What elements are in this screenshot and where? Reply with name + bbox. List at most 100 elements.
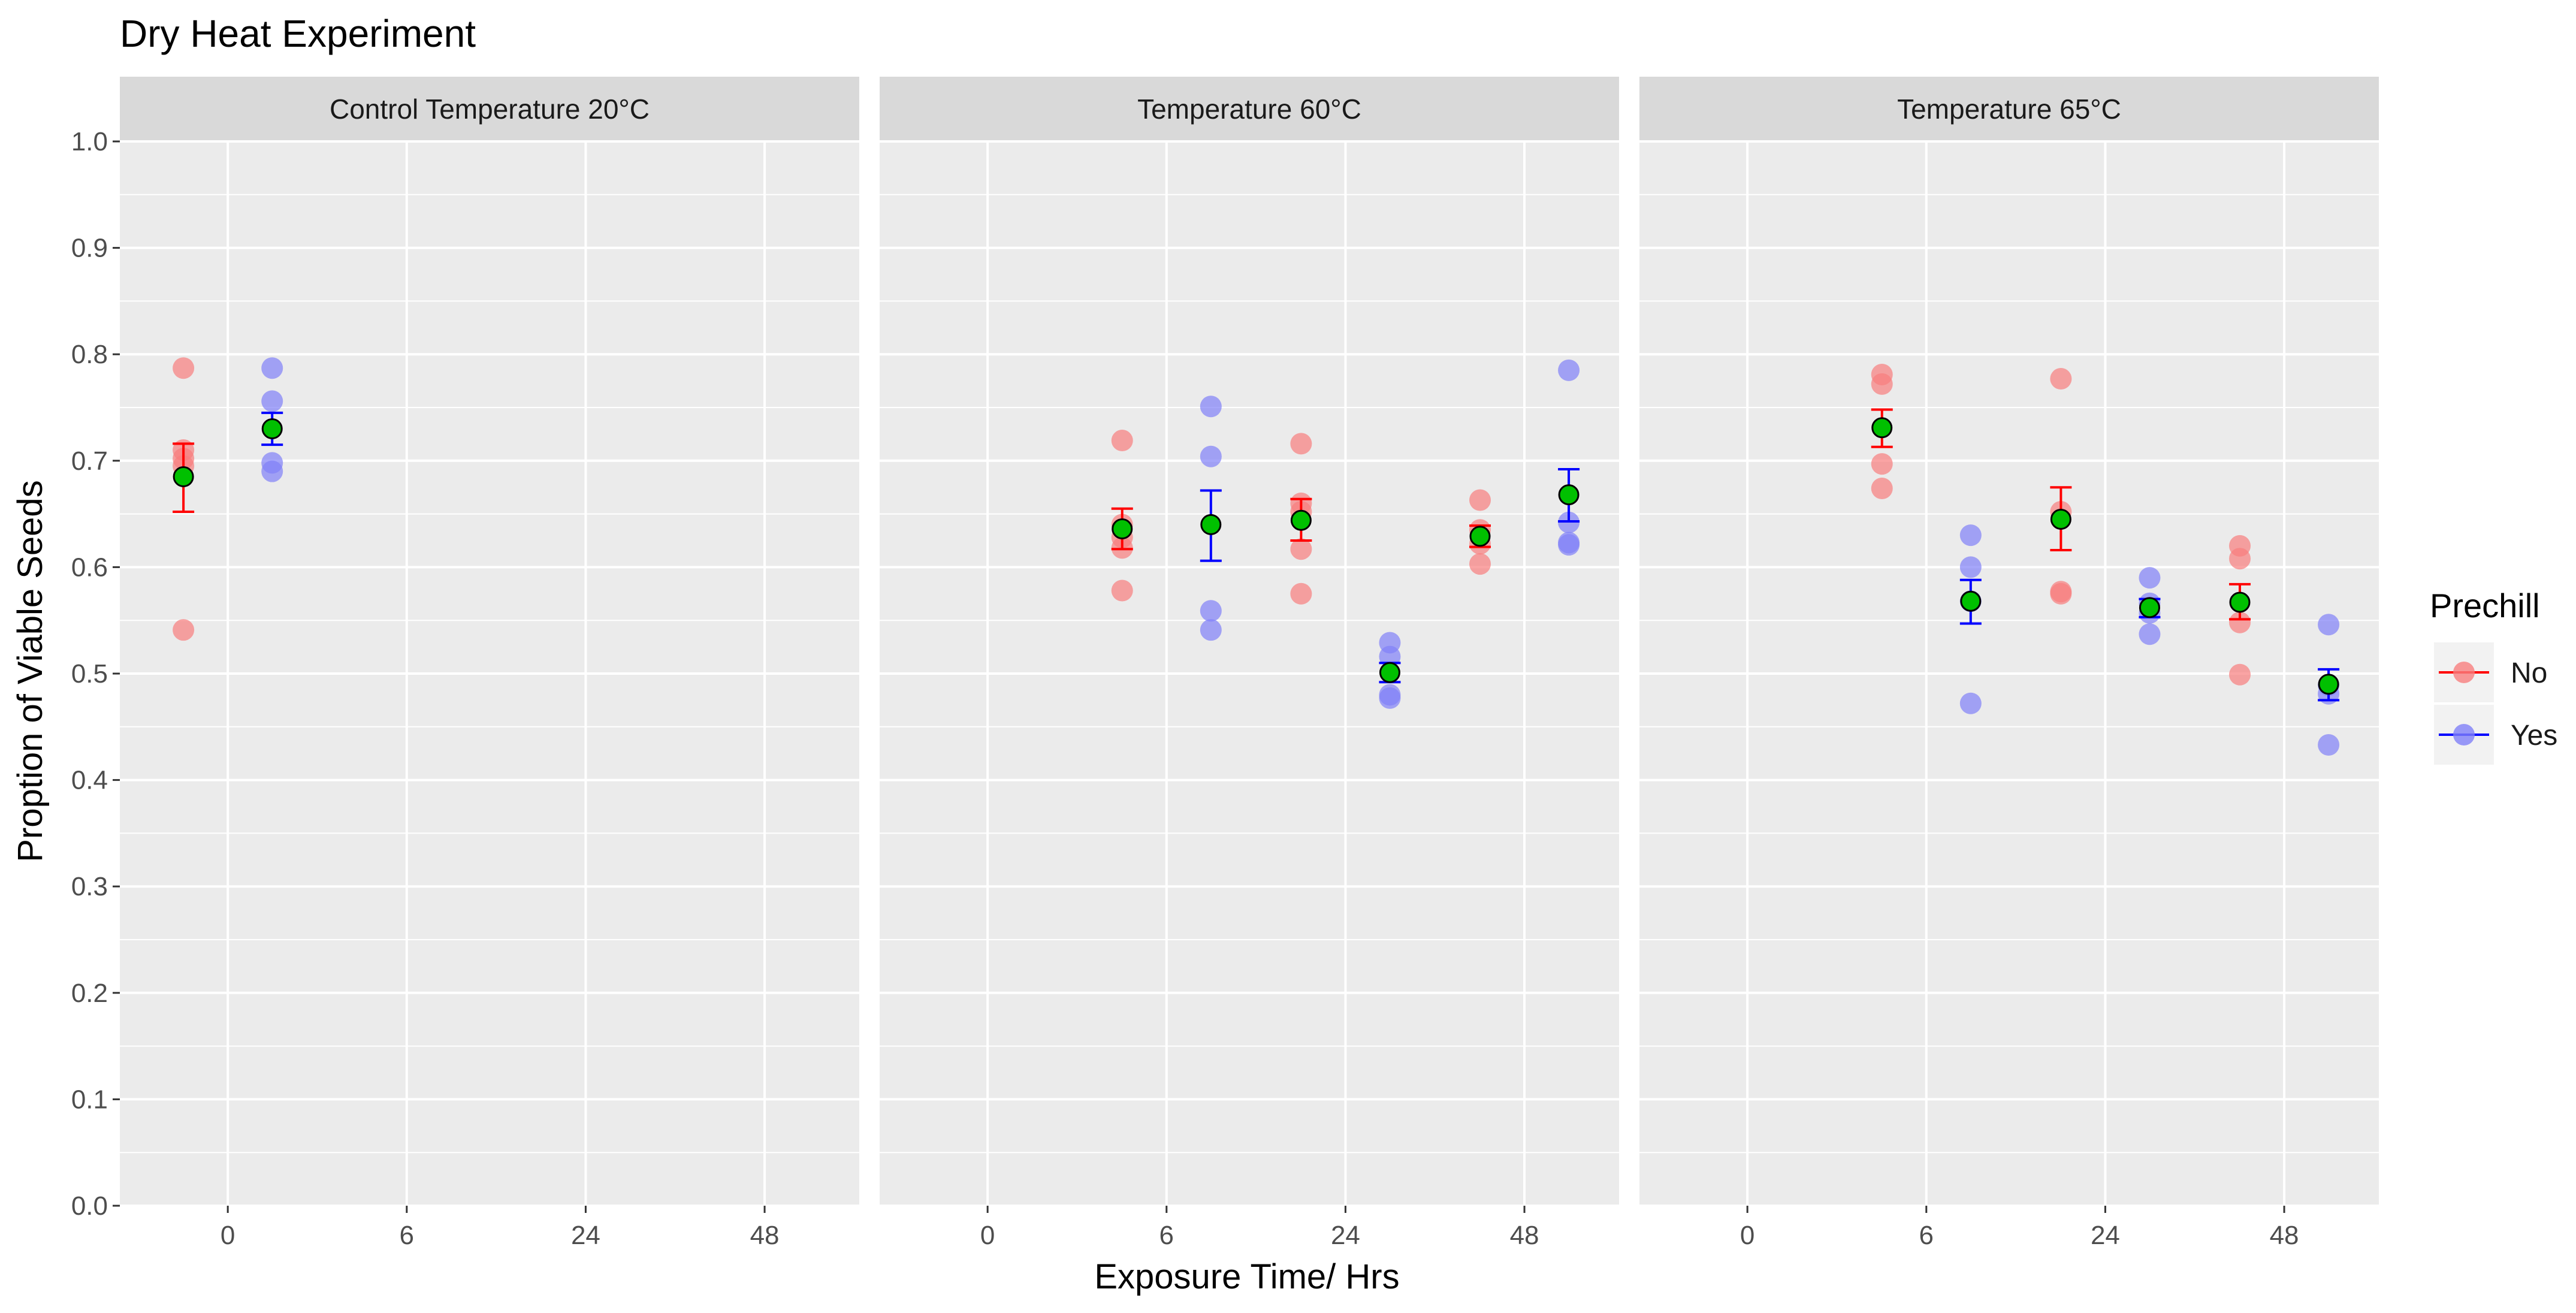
facet-strip-label: Temperature 65°C <box>1897 93 2121 125</box>
mean-point <box>1290 509 1312 531</box>
data-group-yes <box>2139 567 2161 645</box>
data-point <box>173 619 195 641</box>
legend-title: Prechill <box>2430 587 2540 624</box>
data-point <box>1959 524 1982 547</box>
data-group-yes <box>1200 396 1222 641</box>
data-point <box>2229 611 2251 633</box>
data-group-yes <box>1558 359 1580 556</box>
legend: Prechill No Yes <box>2430 587 2557 765</box>
data-point <box>2318 734 2340 756</box>
legend-key-point <box>2453 724 2475 745</box>
data-group-yes <box>261 357 283 482</box>
data-point <box>261 460 283 482</box>
x-tick-label: 6 <box>1159 1221 1174 1250</box>
data-point <box>2229 663 2251 686</box>
data-point <box>1200 445 1222 467</box>
data-point <box>1200 619 1222 641</box>
data-point <box>1871 373 1893 395</box>
legend-item-yes: Yes <box>2434 705 2557 765</box>
y-tick-label: 0.0 <box>71 1191 108 1221</box>
x-tick-label: 24 <box>1331 1221 1360 1250</box>
x-tick-label: 6 <box>1919 1221 1934 1250</box>
facet-panel: Control Temperature 20°C 0 6 24 48 <box>120 77 859 1250</box>
data-point <box>1111 579 1133 602</box>
y-tick-label: 0.5 <box>71 659 108 689</box>
data-point <box>173 357 195 379</box>
data-point <box>261 357 283 379</box>
data-point <box>2139 623 2161 645</box>
data-point <box>1959 556 1982 578</box>
data-group-yes <box>1959 524 1982 714</box>
data-group-yes <box>2318 614 2340 756</box>
x-tick-label: 0 <box>980 1221 995 1250</box>
data-point <box>1379 687 1401 709</box>
y-tick-label: 1.0 <box>71 127 108 156</box>
legend-label: Yes <box>2511 720 2557 751</box>
mean-point <box>1960 590 1982 612</box>
data-point <box>2318 614 2340 636</box>
data-point <box>1558 359 1580 381</box>
data-point <box>1111 430 1133 452</box>
y-tick-label: 0.3 <box>71 872 108 901</box>
data-point <box>1200 600 1222 622</box>
x-tick-label: 6 <box>400 1221 414 1250</box>
y-tick-label: 0.1 <box>71 1085 108 1114</box>
data-point <box>2050 582 2072 605</box>
data-group-no <box>2229 535 2251 686</box>
mean-point <box>1112 518 1133 539</box>
mean-point <box>2050 508 2071 530</box>
data-point <box>1871 477 1893 499</box>
mean-point <box>1379 662 1400 683</box>
data-group-no <box>1871 363 1893 499</box>
y-axis: 0.0 0.1 0.2 0.3 0.4 0.5 0.6 0.7 0.8 0.9 1.0 <box>71 127 120 1221</box>
facet-panel: Temperature 60°C 0 6 24 48 <box>880 77 1619 1250</box>
mean-point <box>261 418 283 440</box>
mean-point <box>1469 526 1491 547</box>
data-point <box>1290 433 1312 455</box>
x-tick-label: 0 <box>221 1221 235 1250</box>
legend-item-no: No <box>2434 642 2547 702</box>
data-point <box>261 390 283 412</box>
mean-point <box>2229 591 2251 613</box>
facet-strip-label: Control Temperature 20°C <box>330 93 650 125</box>
x-tick-label: 48 <box>2270 1221 2299 1250</box>
y-tick-label: 0.9 <box>71 234 108 263</box>
mean-point <box>1871 417 1893 439</box>
data-group-no <box>1469 489 1491 575</box>
mean-point <box>1200 514 1222 535</box>
chart-title: Dry Heat Experiment <box>120 12 476 55</box>
data-point <box>1290 582 1312 605</box>
data-point <box>1469 553 1491 575</box>
data-point <box>1469 489 1491 511</box>
x-axis-title: Exposure Time/ Hrs <box>1094 1257 1399 1296</box>
data-point <box>1200 396 1222 418</box>
x-tick-label: 24 <box>571 1221 600 1250</box>
y-tick-label: 0.7 <box>71 446 108 476</box>
mean-point <box>173 466 194 487</box>
mean-point <box>1558 484 1580 506</box>
data-point <box>2050 368 2072 390</box>
y-axis-title: Proption of Viable Seeds <box>11 480 50 862</box>
data-point <box>2139 567 2161 589</box>
y-tick-label: 0.4 <box>71 766 108 795</box>
mean-point <box>2139 597 2160 618</box>
facet-strip-label: Temperature 60°C <box>1137 93 1361 125</box>
data-point <box>1959 692 1982 714</box>
data-group-no <box>1290 433 1312 605</box>
facet-strip <box>1639 77 2379 141</box>
facet-panel: Temperature 65°C 0 6 24 48 <box>1639 77 2379 1250</box>
y-tick-label: 0.6 <box>71 553 108 582</box>
x-tick-label: 24 <box>2091 1221 2120 1250</box>
data-group-no <box>2050 368 2072 605</box>
facet-strip <box>120 77 859 141</box>
legend-key-point <box>2453 662 2475 683</box>
data-group-yes <box>1379 632 1401 709</box>
data-point <box>2229 548 2251 570</box>
data-point <box>1290 538 1312 560</box>
facet-panels: Control Temperature 20°C0 6 24 48Temperatur… <box>120 77 2379 1250</box>
x-tick-label: 48 <box>750 1221 780 1250</box>
data-point <box>1871 453 1893 475</box>
x-tick-label: 0 <box>1740 1221 1754 1250</box>
mean-point <box>2318 674 2339 695</box>
